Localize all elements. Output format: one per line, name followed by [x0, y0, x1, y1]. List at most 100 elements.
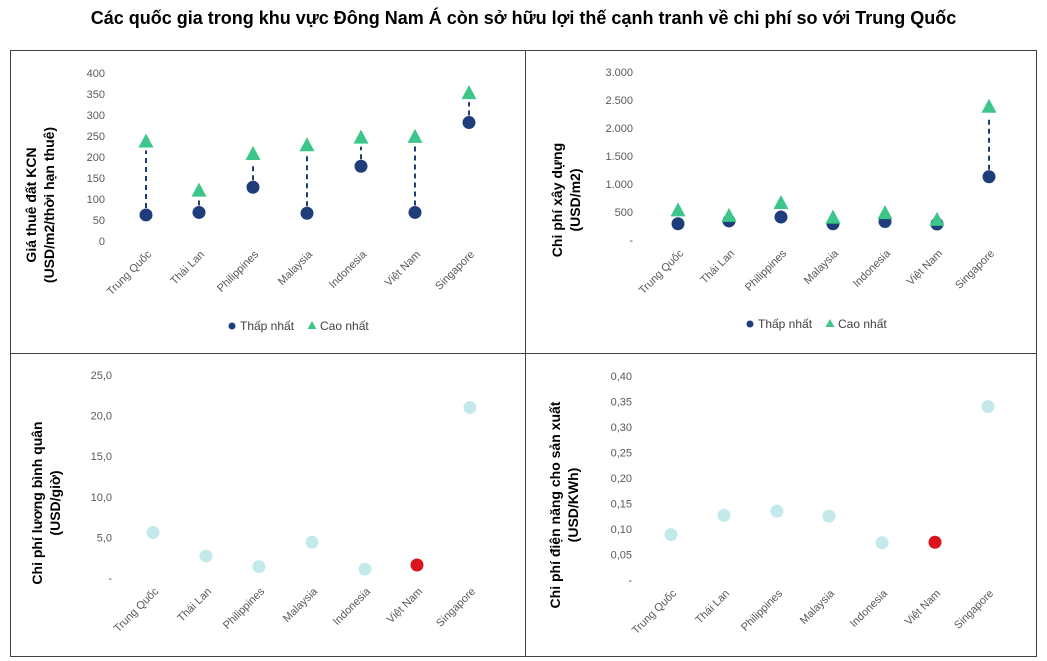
- point: [252, 560, 266, 574]
- legend-label-low: Thấp nhất: [758, 317, 813, 331]
- y-axis-title-line-2: (USD/m2): [567, 168, 583, 231]
- y-tick-label: 0,40: [611, 371, 632, 383]
- point: [199, 549, 213, 563]
- point-high: [299, 137, 315, 152]
- point-high: [929, 211, 945, 226]
- legend-label-high: Cao nhất: [838, 317, 887, 331]
- point-low: [774, 210, 788, 224]
- chart-electricity-cost: Chi phí điện năng cho sản xuất (USD/KWh)…: [547, 371, 996, 637]
- y-tick-label: 50: [93, 215, 105, 227]
- point: [358, 562, 372, 576]
- x-tick-label: Việt Nam: [905, 248, 945, 288]
- page-title: Các quốc gia trong khu vực Đông Nam Á cò…: [90, 8, 957, 28]
- x-tick-label: Trung Quốc: [637, 247, 687, 297]
- point: [822, 509, 836, 523]
- x-tick-label: Thái Lan: [168, 249, 207, 288]
- legend-marker-low: [746, 320, 754, 328]
- x-tick-label: Malaysia: [281, 585, 321, 625]
- point: [717, 508, 731, 522]
- legend-marker-high: [825, 319, 835, 327]
- x-tick-label: Indonesia: [848, 587, 891, 630]
- y-axis-title-line-1: Chi phí lương bình quân: [29, 421, 45, 584]
- y-tick-label: 0,15: [611, 499, 632, 511]
- legend-label-high: Cao nhất: [320, 319, 369, 333]
- x-tick-label: Singapore: [434, 586, 478, 630]
- y-tick-label: 0,35: [611, 397, 632, 409]
- y-axis-title-line-1: Chi phí điện năng cho sản xuất: [547, 401, 563, 608]
- chart-wage-cost: Chi phí lương bình quân (USD/giờ) - 5,0 10…: [29, 370, 478, 635]
- y-axis-title-line-2: (USD/m2/thời hạn thuê): [41, 127, 57, 283]
- chart-construction-cost: Chi phí xây dựng (USD/m2) - 500 1.000 1.500…: [549, 67, 997, 331]
- y-tick-label: 3.000: [605, 67, 633, 79]
- y-tick-label: 10,0: [91, 492, 112, 504]
- x-tick-label: Malaysia: [802, 247, 842, 287]
- point-high: [670, 202, 686, 217]
- point-high: [353, 129, 369, 144]
- point-low: [671, 217, 685, 231]
- point: [981, 400, 995, 414]
- legend: Thấp nhất Cao nhất: [228, 319, 369, 333]
- point: [305, 535, 319, 549]
- point-high: [981, 98, 997, 113]
- y-axis-title: Chi phí điện năng cho sản xuất (USD/KWh): [547, 401, 581, 608]
- y-tick-label: 100: [87, 194, 105, 206]
- point-high: [138, 133, 154, 148]
- point-high: [245, 146, 261, 161]
- y-tick-label: 0,30: [611, 422, 632, 434]
- point-high: [407, 128, 423, 143]
- y-tick-label: -: [629, 235, 633, 247]
- x-tick-label: Thái Lan: [693, 588, 732, 627]
- x-tick-label: Philippines: [743, 247, 789, 293]
- y-tick-label: 400: [87, 68, 105, 80]
- x-tick-label: Việt Nam: [903, 588, 943, 628]
- y-tick-label: 0,25: [611, 448, 632, 460]
- y-tick-label: 25,0: [91, 370, 112, 382]
- point-low: [300, 206, 314, 220]
- y-tick-label: -: [108, 573, 112, 585]
- y-axis-title-line-1: Giá thuê đất KCN: [23, 147, 39, 262]
- x-tick-label: Indonesia: [331, 585, 374, 628]
- y-tick-label: 1.500: [605, 151, 633, 163]
- x-tick-label: Malaysia: [798, 587, 838, 627]
- y-tick-label: 5,0: [97, 532, 112, 544]
- point: [770, 504, 784, 518]
- x-tick-label: Philippines: [739, 587, 785, 633]
- x-tick-label: Singapore: [952, 588, 996, 632]
- y-tick-label: 2.000: [605, 123, 633, 135]
- x-tick-label: Trung Quốc: [112, 585, 162, 635]
- legend-marker-high: [307, 321, 317, 329]
- point-low: [982, 170, 996, 184]
- point-high: [773, 195, 789, 210]
- x-tick-label: Indonesia: [327, 248, 370, 291]
- y-tick-label: 150: [87, 173, 105, 185]
- y-tick-label: 0,05: [611, 550, 632, 562]
- y-axis-title: Chi phí lương bình quân (USD/giờ): [29, 421, 63, 584]
- y-tick-label: 350: [87, 89, 105, 101]
- y-tick-label: -: [628, 575, 632, 587]
- point-low: [139, 208, 153, 222]
- y-tick-label: 0,10: [611, 524, 632, 536]
- x-tick-label: Việt Nam: [383, 249, 423, 289]
- point-low: [408, 205, 422, 219]
- y-axis-title-line-2: (USD/KWh): [565, 468, 581, 543]
- y-tick-label: 2.500: [605, 95, 633, 107]
- x-tick-label: Singapore: [433, 249, 477, 293]
- y-tick-label: 20,0: [91, 411, 112, 423]
- point-high: [191, 182, 207, 197]
- legend-label-low: Thấp nhất: [240, 319, 295, 333]
- x-tick-label: Thái Lan: [175, 586, 214, 625]
- x-tick-label: Indonesia: [851, 247, 894, 290]
- y-tick-label: 0,20: [611, 473, 632, 485]
- point: [146, 526, 160, 540]
- x-tick-label: Philippines: [221, 585, 267, 631]
- point-high: [825, 209, 841, 224]
- point-low: [354, 159, 368, 173]
- point-low: [462, 116, 476, 130]
- point: [463, 400, 477, 414]
- x-tick-label: Trung Quốc: [105, 248, 155, 298]
- x-tick-label: Singapore: [953, 248, 997, 292]
- point-highlight: [928, 535, 942, 549]
- x-tick-label: Thái Lan: [698, 248, 737, 287]
- point: [875, 536, 889, 550]
